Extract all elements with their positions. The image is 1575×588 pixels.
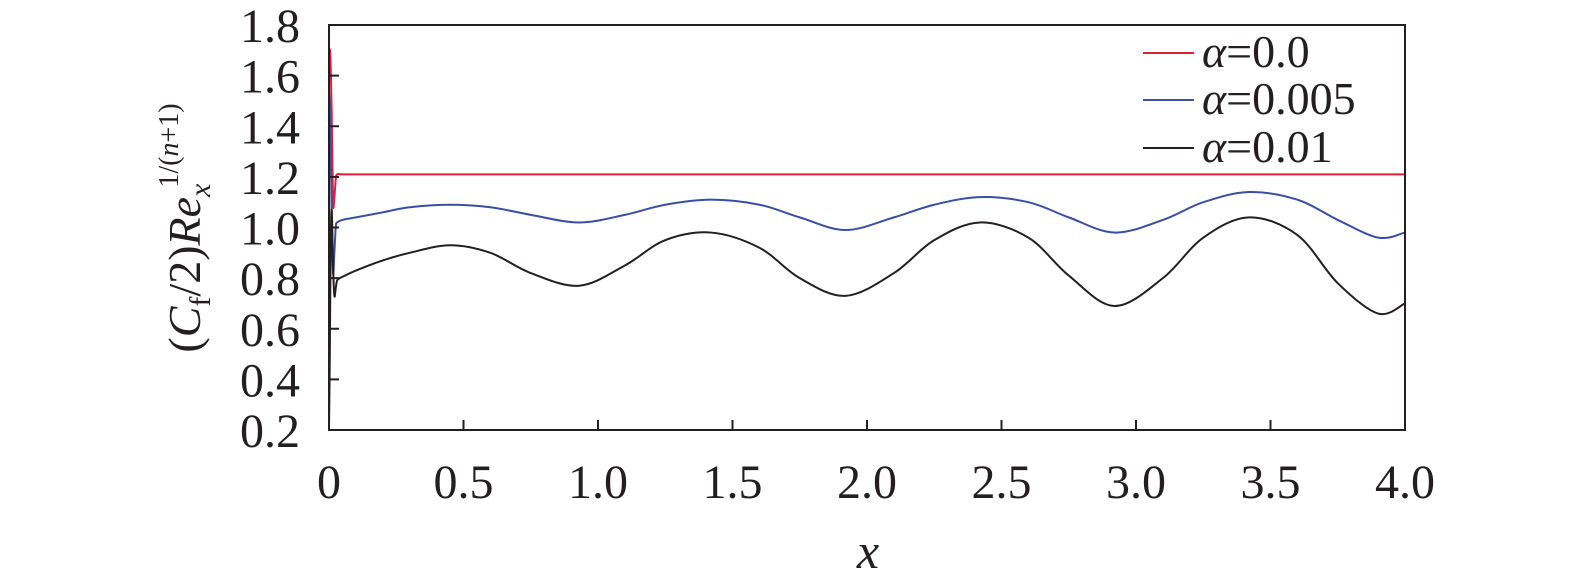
- y-tick-label: 1.8: [240, 0, 300, 53]
- y-tick-label: 0.6: [240, 304, 300, 357]
- series-line-3: [328, 208, 1406, 431]
- x-tick-label: 1.0: [568, 456, 628, 509]
- y-tick-label: 0.4: [240, 354, 300, 407]
- legend-label-1: α=0.0: [1202, 26, 1310, 77]
- svg-text:(Cf/2)Rex1/(n+1): (Cf/2)Rex1/(n+1): [154, 103, 217, 352]
- y-tick-label: 1.4: [240, 101, 300, 154]
- x-tick-label: 2.0: [837, 456, 897, 509]
- x-tick-label: 4.0: [1375, 456, 1435, 509]
- y-axis-label: (Cf/2)Rex1/(n+1): [154, 103, 217, 352]
- y-tick-label: 0.8: [240, 253, 300, 306]
- y-tick-label: 1.0: [240, 203, 300, 256]
- plot-area: [328, 48, 1406, 431]
- x-tick-label: 1.5: [703, 456, 763, 509]
- series-line-2: [328, 88, 1406, 276]
- x-tick-label: 3.5: [1241, 456, 1301, 509]
- series-line-1: [328, 48, 1405, 209]
- axes: 0 0.5 1.0 1.5 2.0 2.5 3.0 3.5 4.00.20.40.60.81.0…: [240, 0, 1435, 509]
- legend-label-2: α=0.005: [1202, 73, 1356, 124]
- x-tick-label: 3.0: [1106, 456, 1166, 509]
- y-tick-label: 1.2: [240, 152, 300, 205]
- y-tick-label: 1.6: [240, 51, 300, 104]
- legend-label-3: α=0.01: [1202, 121, 1333, 172]
- x-tick-label: 0: [317, 456, 341, 509]
- y-tick-label: 0.2: [240, 405, 300, 458]
- x-tick-label: 0.5: [434, 456, 494, 509]
- x-tick-label: 2.5: [972, 456, 1032, 509]
- x-axis-label: x: [856, 523, 879, 579]
